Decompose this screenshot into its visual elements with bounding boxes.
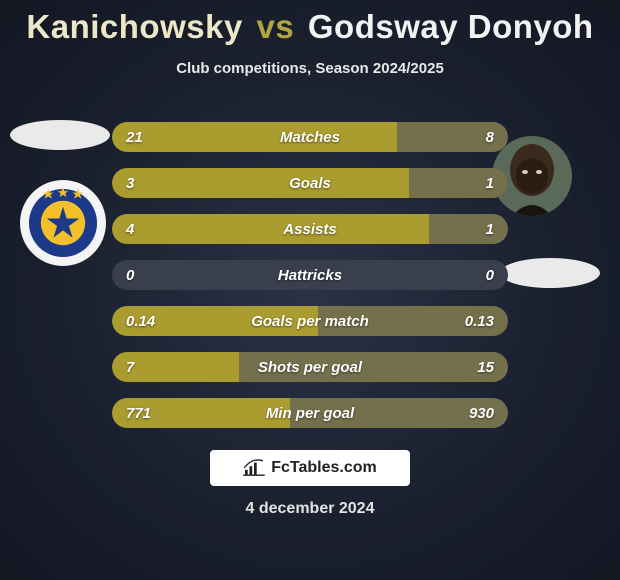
- stat-value-left: 771: [112, 405, 191, 422]
- stat-row: 4Assists1: [112, 214, 508, 244]
- stat-label: Goals: [191, 175, 429, 192]
- stat-label: Goals per match: [191, 313, 429, 330]
- date-text: 4 december 2024: [0, 500, 620, 518]
- player2-name: Godsway Donyoh: [308, 8, 594, 45]
- brand-badge: FcTables.com: [210, 450, 410, 486]
- stat-value-right: 0.13: [429, 313, 508, 330]
- stat-value-left: 3: [112, 175, 191, 192]
- stat-value-left: 7: [112, 359, 191, 376]
- title-row: Kanichowsky vs Godsway Donyoh: [0, 0, 620, 46]
- stat-row: 0.14Goals per match0.13: [112, 306, 508, 336]
- stat-label: Shots per goal: [191, 359, 429, 376]
- player1-club-badge: [20, 180, 106, 266]
- stat-label: Hattricks: [191, 267, 429, 284]
- stat-value-right: 1: [429, 221, 508, 238]
- subtitle: Club competitions, Season 2024/2025: [0, 60, 620, 77]
- stat-value-right: 15: [429, 359, 508, 376]
- club-crest-icon: [26, 186, 100, 260]
- player1-name: Kanichowsky: [26, 8, 242, 45]
- comparison-card: Kanichowsky vs Godsway Donyoh Club compe…: [0, 0, 620, 580]
- stat-row: 0Hattricks0: [112, 260, 508, 290]
- stat-value-left: 0.14: [112, 313, 191, 330]
- chart-icon: [243, 459, 265, 477]
- stat-label: Assists: [191, 221, 429, 238]
- stat-row: 7Shots per goal15: [112, 352, 508, 382]
- stat-label: Min per goal: [191, 405, 429, 422]
- brand-text: FcTables.com: [271, 459, 377, 477]
- stat-value-left: 0: [112, 267, 191, 284]
- stat-value-right: 1: [429, 175, 508, 192]
- stat-value-right: 930: [429, 405, 508, 422]
- stat-value-left: 21: [112, 129, 191, 146]
- vs-label: vs: [257, 8, 295, 45]
- stat-label: Matches: [191, 129, 429, 146]
- stat-row: 21Matches8: [112, 122, 508, 152]
- stat-row: 3Goals1: [112, 168, 508, 198]
- stat-value-right: 8: [429, 129, 508, 146]
- stat-row: 771Min per goal930: [112, 398, 508, 428]
- stat-rows: 21Matches83Goals14Assists10Hattricks00.1…: [112, 122, 508, 444]
- stat-value-left: 4: [112, 221, 191, 238]
- player2-club-placeholder: [500, 258, 600, 288]
- stat-value-right: 0: [429, 267, 508, 284]
- player1-club-placeholder: [10, 120, 110, 150]
